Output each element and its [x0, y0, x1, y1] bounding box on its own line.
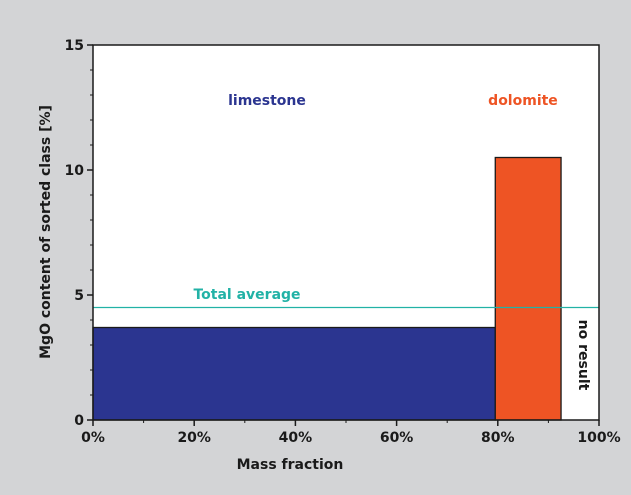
y-tick-label: 5 [74, 288, 84, 304]
total-average-label: Total average [193, 287, 300, 303]
no-result-label: no result [575, 320, 591, 391]
x-axis-title: Mass fraction [237, 457, 344, 473]
limestone-label: limestone [228, 93, 306, 109]
x-tick-label: 40% [279, 430, 313, 446]
bar-limestone [92, 326, 496, 421]
x-tick-label: 20% [177, 430, 211, 446]
y-axis-title: MgO content of sorted class [%] [38, 105, 54, 359]
y-tick-label: 0 [74, 413, 84, 429]
bar-dolomite [494, 156, 562, 421]
x-tick-label: 0% [81, 430, 105, 446]
x-tick-label: 60% [380, 430, 414, 446]
y-tick-label: 15 [65, 38, 84, 54]
x-tick-label: 80% [481, 430, 515, 446]
y-tick-label: 10 [65, 163, 85, 179]
x-tick-label: 100% [577, 430, 620, 446]
dolomite-label: dolomite [488, 93, 558, 109]
